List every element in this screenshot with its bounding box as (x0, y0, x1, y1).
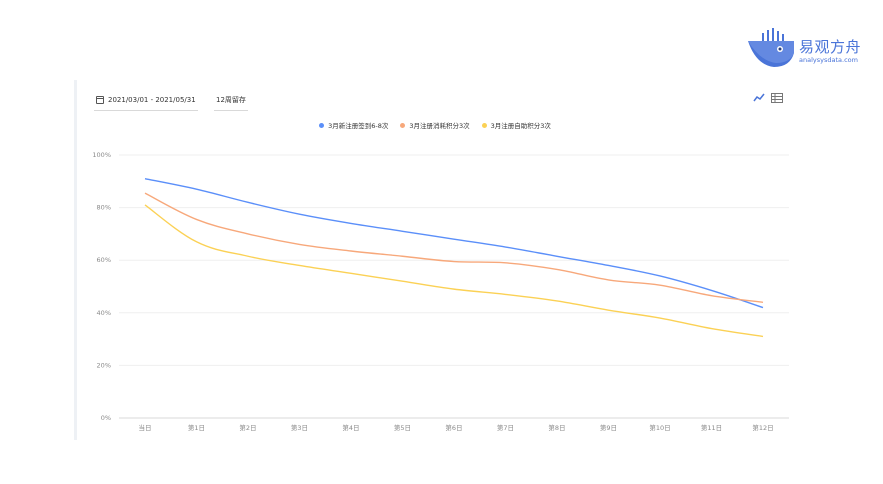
calendar-icon (96, 96, 104, 104)
x-tick-label: 第1日 (188, 423, 205, 432)
x-tick-label: 第11日 (701, 423, 722, 432)
retention-period-select[interactable]: 12周留存 (214, 92, 248, 111)
y-tick-label: 100% (92, 151, 111, 159)
y-tick-label: 40% (97, 309, 111, 317)
x-tick-label: 第5日 (394, 423, 411, 432)
x-tick-label: 当日 (139, 423, 152, 432)
legend-dot (481, 122, 487, 128)
retention-line-chart: 0% 20% 40% 60% 80% 100% 当日 第1日 第2日 第3日 第4日 第5日 第6日 第7… (92, 151, 789, 432)
brand-domain: analysysdata.com (799, 56, 858, 64)
x-tick-label: 第7日 (497, 423, 514, 432)
x-tick-label: 第8日 (548, 423, 565, 432)
toolbar: 2021/03/01 - 2021/05/31 12周留存 (77, 80, 793, 111)
series-line-3 (144, 204, 764, 338)
legend-item[interactable]: 3月新注册签到6-8次 (319, 120, 388, 130)
chart-legend: 3月新注册签到6-8次 3月注册消耗积分3次 3月注册自助积分3次 (77, 120, 793, 130)
table-icon[interactable] (771, 93, 783, 103)
x-tick-label: 第6日 (445, 423, 462, 432)
x-tick-label: 第4日 (342, 423, 359, 432)
brand-name: 易观方舟 (799, 38, 862, 56)
x-tick-label: 第3日 (291, 423, 308, 432)
trend-chart-icon[interactable] (753, 93, 765, 103)
date-range-label: 2021/03/01 - 2021/05/31 (108, 96, 196, 104)
y-tick-label: 60% (97, 256, 111, 264)
y-tick-label: 80% (97, 204, 111, 212)
date-range-picker[interactable]: 2021/03/01 - 2021/05/31 (94, 92, 198, 111)
legend-dot (400, 122, 406, 128)
whale-logo-icon (748, 28, 794, 67)
y-tick-label: 0% (101, 414, 111, 422)
x-tick-label: 第10日 (649, 423, 670, 432)
legend-item[interactable]: 3月注册自助积分3次 (481, 120, 551, 130)
retention-panel: 2021/03/01 - 2021/05/31 12周留存 3月新注册签到6-8… (74, 80, 793, 440)
x-tick-label: 第2日 (239, 423, 256, 432)
x-tick-label: 第12日 (752, 423, 773, 432)
retention-period-label: 12周留存 (216, 96, 246, 104)
brand-logo: 易观方舟 analysysdata.com (746, 27, 866, 69)
x-tick-label: 第9日 (600, 423, 617, 432)
legend-label: 3月新注册签到6-8次 (328, 122, 389, 130)
series-line-2 (144, 192, 764, 303)
series-line-1 (144, 177, 764, 309)
legend-label: 3月注册自助积分3次 (490, 122, 551, 130)
y-tick-label: 20% (97, 361, 111, 369)
legend-label: 3月注册消耗积分3次 (409, 122, 470, 130)
legend-dot (319, 122, 325, 128)
legend-item[interactable]: 3月注册消耗积分3次 (400, 120, 470, 130)
